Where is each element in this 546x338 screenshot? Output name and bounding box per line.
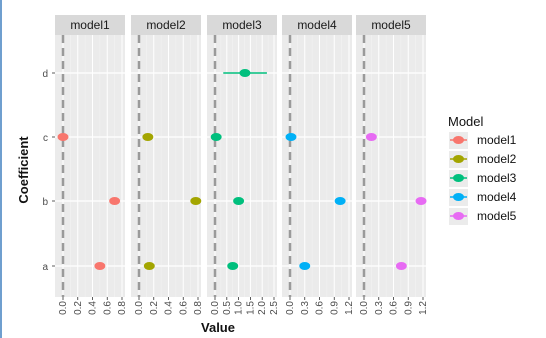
coefficient-point	[239, 69, 251, 77]
x-tick-label: 0.6	[178, 301, 189, 315]
x-tick-label: 0.0	[359, 301, 370, 315]
x-tick-label: 0.5	[222, 301, 233, 315]
x-tick-label: 0.3	[374, 301, 385, 315]
facet-strip-label: model3	[222, 18, 262, 32]
facet-strip	[207, 15, 277, 35]
legend-items: model1 model2 model3 model4 model5	[449, 132, 517, 225]
y-tick-label: b	[42, 197, 48, 208]
legend-item-label: model2	[477, 152, 517, 166]
x-tick-label: 2.0	[257, 301, 268, 315]
facet-panel-model1: model1 0.0 0.2 0.4 0.6 0.8	[55, 15, 128, 315]
x-tick-label: 0.0	[58, 301, 69, 315]
coefficient-point	[143, 262, 155, 270]
x-tick-label: 0.0	[134, 301, 145, 315]
x-tick-label: 1.0	[234, 301, 245, 315]
legend-key-point	[453, 155, 464, 163]
x-tick-label: 1.2	[344, 301, 355, 315]
panel-background	[282, 35, 352, 297]
legend-item-model1: model1	[449, 132, 517, 149]
facet-panel-model2: model2 0.0 0.2 0.4 0.6 0.8	[131, 15, 204, 315]
x-tick-label: 0.8	[117, 301, 128, 315]
coefficient-point	[227, 262, 239, 270]
legend-key-point	[453, 193, 464, 201]
x-tick-label: 0.3	[300, 301, 311, 315]
facet-strip-label: model5	[371, 18, 411, 32]
facet-strip	[356, 15, 426, 35]
legend-item-model3: model3	[449, 170, 517, 187]
facet-strip	[131, 15, 201, 35]
y-axis-title: Coefficient	[16, 136, 31, 204]
x-tick-label: 0.0	[285, 301, 296, 315]
legend-item-model2: model2	[449, 151, 517, 168]
coefficient-point	[94, 262, 106, 270]
legend-item-label: model5	[477, 209, 517, 223]
facet-strip-label: model1	[70, 18, 110, 32]
legend-item-model4: model4	[449, 189, 517, 206]
facet-panel-model4: model4 0.0 0.3 0.6 0.9 1.2	[282, 15, 355, 315]
legend: Model model1 model2 model3 model4 model5	[448, 114, 517, 225]
facet-strip	[282, 15, 352, 35]
panel-background	[356, 35, 426, 297]
x-tick-label: 0.6	[102, 301, 113, 315]
x-tick-label: 1.2	[418, 301, 429, 315]
facet-panel-model3: model3 0.0 0.5 1.0 1.5 2.0 2.5	[207, 15, 280, 315]
x-tick-label: 0.2	[149, 301, 160, 315]
legend-key-point	[453, 174, 464, 182]
legend-item-label: model3	[477, 171, 517, 185]
coefficient-point	[334, 197, 346, 205]
coefficient-point	[142, 133, 154, 141]
facet-strip	[55, 15, 125, 35]
facet-strip-label: model4	[297, 18, 337, 32]
facet-strip-label: model2	[146, 18, 186, 32]
legend-item-label: model1	[477, 133, 517, 147]
legend-title: Model	[448, 114, 484, 129]
coefficient-point	[285, 133, 297, 141]
legend-item-label: model4	[477, 190, 517, 204]
coefficient-point	[395, 262, 407, 270]
coefficient-point	[365, 133, 377, 141]
x-tick-label: 0.4	[164, 301, 175, 315]
panel-background	[55, 35, 125, 297]
coefficient-point	[109, 197, 121, 205]
y-tick-label: d	[42, 69, 48, 80]
coefficient-point	[210, 133, 222, 141]
panel-background	[131, 35, 201, 297]
x-tick-label: 0.9	[403, 301, 414, 315]
y-axis: a b c d	[42, 69, 55, 273]
x-tick-label: 0.4	[88, 301, 99, 315]
coefficient-point	[415, 197, 427, 205]
panel-background	[207, 35, 277, 297]
coefficient-point	[299, 262, 311, 270]
legend-key-point	[453, 136, 464, 144]
y-tick-label: c	[43, 133, 48, 144]
coefficient-point	[57, 133, 69, 141]
x-tick-label: 0.2	[73, 301, 84, 315]
x-tick-label: 0.6	[389, 301, 400, 315]
coefficient-point	[233, 197, 245, 205]
x-tick-label: 0.0	[210, 301, 221, 315]
x-axis-title: Value	[201, 320, 235, 335]
facet-panel-model5: model5 0.0 0.3 0.6 0.9 1.2	[356, 15, 429, 315]
x-tick-label: 0.6	[315, 301, 326, 315]
legend-item-model5: model5	[449, 208, 517, 225]
x-tick-label: 2.5	[269, 301, 280, 315]
coefficient-point	[190, 197, 202, 205]
x-tick-label: 0.9	[329, 301, 340, 315]
x-tick-label: 1.5	[245, 301, 256, 315]
y-tick-label: a	[42, 262, 48, 273]
legend-key-point	[453, 212, 464, 220]
x-tick-label: 0.8	[193, 301, 204, 315]
